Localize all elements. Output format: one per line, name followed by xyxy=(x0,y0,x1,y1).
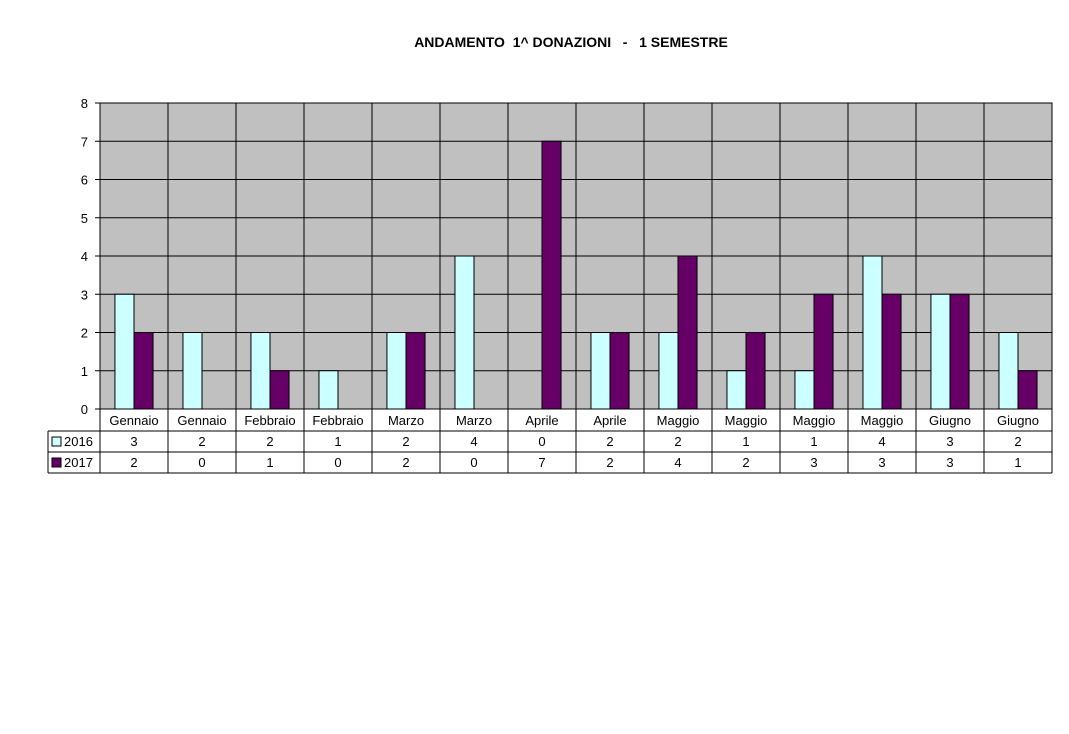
bar-2017-13 xyxy=(949,293,970,410)
y-tick-label: 3 xyxy=(81,287,88,302)
x-tick-label: Maggio xyxy=(725,413,768,428)
legend-key-2017 xyxy=(51,457,62,468)
x-tick-label: Gennaio xyxy=(109,413,158,428)
bar-2016-3 xyxy=(250,332,271,410)
bars xyxy=(114,140,1038,410)
table-cell-2017-8: 2 xyxy=(606,455,613,470)
table-cell-2016-4: 1 xyxy=(334,434,341,449)
table-cell-2016-10: 1 xyxy=(742,434,749,449)
table-cell-2016-11: 1 xyxy=(810,434,817,449)
y-tick-label: 2 xyxy=(81,326,88,341)
y-tick-label: 7 xyxy=(81,134,88,149)
x-tick-label: Aprile xyxy=(525,413,558,428)
table-cell-2017-3: 1 xyxy=(266,455,273,470)
bar-2017-3 xyxy=(269,370,290,410)
table-cell-2017-14: 1 xyxy=(1014,455,1021,470)
x-tick-label: Maggio xyxy=(861,413,904,428)
legend-key-2016 xyxy=(51,436,62,447)
bar-2017-5 xyxy=(405,332,426,410)
chart-title: ANDAMENTO 1^ DONAZIONI - 1 SEMESTRE xyxy=(414,34,728,50)
table-cell-2016-5: 2 xyxy=(402,434,409,449)
bar-2016-6 xyxy=(454,255,475,410)
table-cell-2016-13: 3 xyxy=(946,434,953,449)
table-cell-2016-7: 0 xyxy=(538,434,545,449)
x-tick-label: Febbraio xyxy=(312,413,363,428)
bar-2016-12 xyxy=(862,255,883,410)
bar-2017-12 xyxy=(881,293,902,410)
y-tick-label: 1 xyxy=(81,364,88,379)
table-cell-2016-6: 4 xyxy=(470,434,477,449)
table-cell-2016-9: 2 xyxy=(674,434,681,449)
bar-2017-10 xyxy=(745,332,766,410)
table-cell-2016-2: 2 xyxy=(198,434,205,449)
x-tick-label: Giugno xyxy=(929,413,971,428)
bar-2017-14 xyxy=(1017,370,1038,410)
table-cell-2017-2: 0 xyxy=(198,455,205,470)
bar-2017-11 xyxy=(813,293,834,410)
y-axis: 0 1 2 3 4 5 6 7 8 xyxy=(81,96,100,417)
x-tick-label: Aprile xyxy=(593,413,626,428)
y-tick-label: 5 xyxy=(81,211,88,226)
y-tick-label: 6 xyxy=(81,173,88,188)
table-cell-2017-10: 2 xyxy=(742,455,749,470)
y-tick-label: 0 xyxy=(81,402,88,417)
table-cell-2016-12: 4 xyxy=(878,434,885,449)
bar-2016-1 xyxy=(114,293,135,410)
y-tick-label: 8 xyxy=(81,96,88,111)
table-cell-2017-9: 4 xyxy=(674,455,681,470)
x-tick-label: Febbraio xyxy=(244,413,295,428)
table-cell-2016-14: 2 xyxy=(1014,434,1021,449)
y-tick-label: 4 xyxy=(81,249,88,264)
bar-2016-5 xyxy=(386,332,407,410)
table-cell-2017-4: 0 xyxy=(334,455,341,470)
table-cell-2016-3: 2 xyxy=(266,434,273,449)
legend-label-2017: 2017 xyxy=(64,455,93,470)
table-cell-2017-6: 0 xyxy=(470,455,477,470)
bar-2016-13 xyxy=(930,293,951,410)
table-cell-2016-1: 3 xyxy=(130,434,137,449)
table-cell-2017-7: 7 xyxy=(538,455,545,470)
table-cell-2017-11: 3 xyxy=(810,455,817,470)
x-tick-label: Maggio xyxy=(657,413,700,428)
data-table: Gennaio Gennaio Febbraio Febbraio Marzo Marzo… xyxy=(47,409,1053,474)
bar-2016-10 xyxy=(726,370,747,410)
table-cell-2017-5: 2 xyxy=(402,455,409,470)
bar-2016-4 xyxy=(318,370,339,410)
x-tick-label: Marzo xyxy=(456,413,492,428)
bar-2016-2 xyxy=(182,332,203,410)
bar-2016-11 xyxy=(794,370,815,410)
bar-2016-9 xyxy=(658,332,679,410)
bar-2017-8 xyxy=(609,332,630,410)
x-tick-label: Gennaio xyxy=(177,413,226,428)
bar-2016-8 xyxy=(590,332,611,410)
x-tick-label: Giugno xyxy=(997,413,1039,428)
table-cell-2016-8: 2 xyxy=(606,434,613,449)
x-tick-label: Marzo xyxy=(388,413,424,428)
legend-label-2016: 2016 xyxy=(64,434,93,449)
bar-2016-14 xyxy=(998,332,1019,410)
bar-2017-9 xyxy=(677,255,698,410)
x-tick-label: Maggio xyxy=(793,413,836,428)
table-cell-2017-1: 2 xyxy=(130,455,137,470)
bar-2017-7 xyxy=(541,140,562,410)
table-cell-2017-12: 3 xyxy=(878,455,885,470)
bar-2017-1 xyxy=(133,332,154,410)
table-cell-2017-13: 3 xyxy=(946,455,953,470)
